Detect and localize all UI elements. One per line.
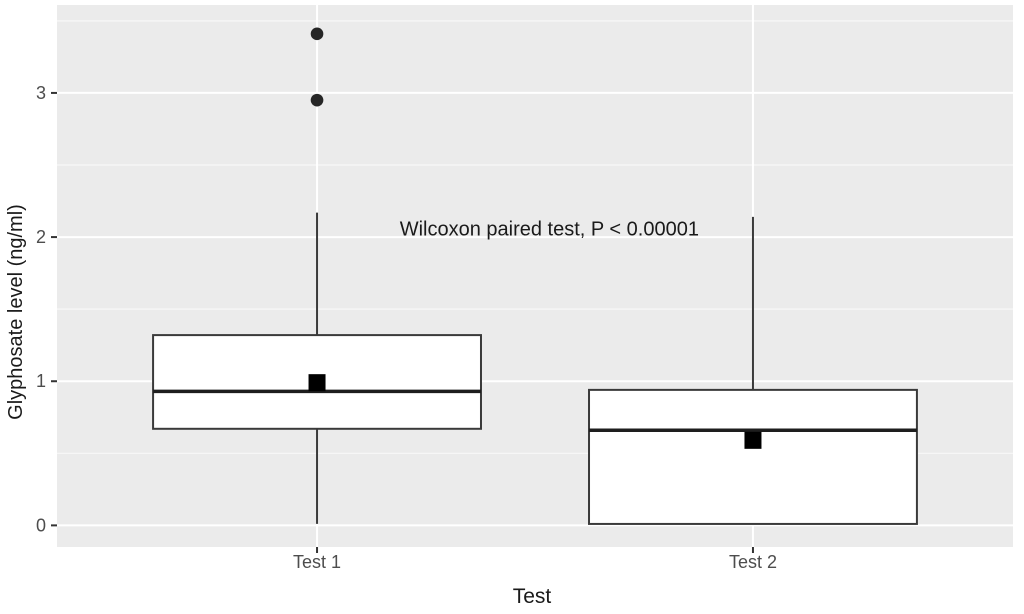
box-test-2 — [588, 388, 918, 525]
annotation-text: Wilcoxon paired test, P < 0.00001 — [400, 218, 699, 240]
x-axis-title: Test — [513, 585, 552, 608]
outlier-point — [310, 27, 324, 41]
plot-layer: 0 1 2 3 Test 1 Test 2 — [36, 5, 1013, 572]
mean-marker — [308, 374, 326, 392]
outlier-point — [310, 93, 324, 107]
y-tick-label: 3 — [36, 83, 46, 103]
mean-marker — [744, 431, 762, 449]
y-axis-title: Glyphosate level (ng/ml) — [5, 204, 27, 420]
y-tick-label: 1 — [36, 371, 46, 391]
x-tick-label: Test 2 — [729, 552, 777, 572]
x-tick-label: Test 1 — [293, 552, 341, 572]
y-tick-label: 0 — [36, 515, 46, 535]
y-tick-label: 2 — [36, 227, 46, 247]
